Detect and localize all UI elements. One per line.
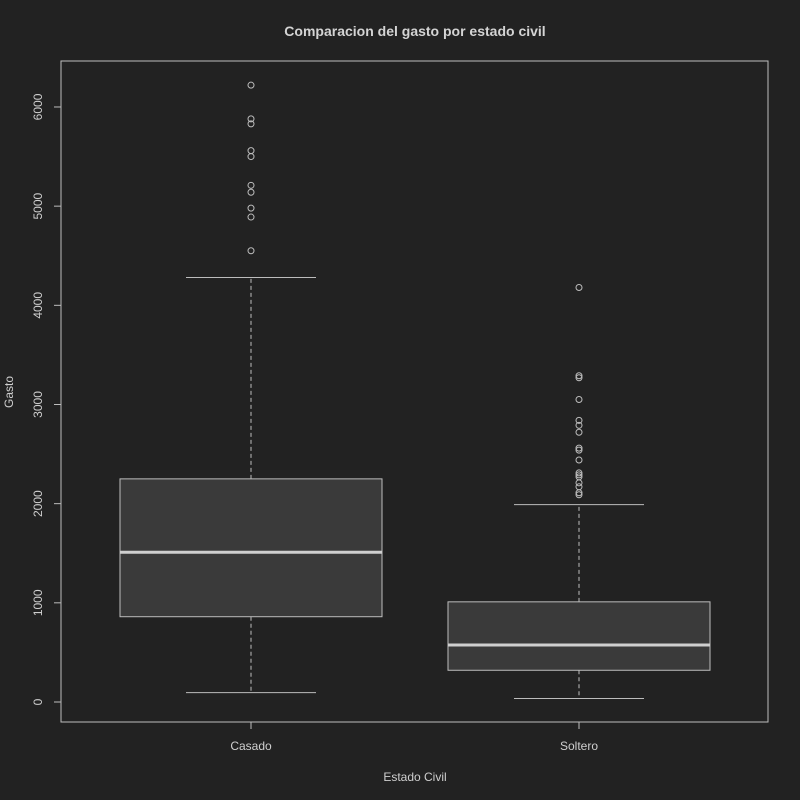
y-tick-label: 3000 bbox=[31, 391, 45, 418]
outlier-point bbox=[247, 147, 255, 155]
outlier-point bbox=[575, 483, 583, 491]
outlier-point bbox=[247, 115, 255, 123]
iqr-box bbox=[447, 601, 711, 671]
outlier-point bbox=[247, 247, 255, 255]
y-tick-label: 2000 bbox=[31, 490, 45, 517]
x-tick-label: Soltero bbox=[560, 739, 598, 753]
outlier-point bbox=[575, 491, 583, 499]
outlier-point bbox=[575, 421, 583, 429]
outlier-point bbox=[575, 396, 583, 404]
y-tick-label: 5000 bbox=[31, 192, 45, 219]
outlier-point bbox=[247, 120, 255, 128]
chart-title: Comparacion del gasto por estado civil bbox=[284, 23, 545, 39]
outlier-point bbox=[575, 471, 583, 479]
outlier-point bbox=[575, 416, 583, 424]
outlier-point bbox=[575, 479, 583, 487]
box-casado bbox=[119, 81, 383, 694]
outlier-point bbox=[247, 181, 255, 189]
y-axis: 0 1000 2000 3000 4000 5000 6000 bbox=[31, 93, 61, 705]
plot-frame bbox=[60, 60, 769, 723]
box-soltero bbox=[447, 283, 711, 700]
outlier-point bbox=[247, 153, 255, 161]
outlier-point bbox=[575, 283, 583, 291]
outlier-point bbox=[575, 446, 583, 454]
outlier-point bbox=[575, 456, 583, 464]
y-axis-label: Gasto bbox=[2, 376, 16, 408]
outlier-point bbox=[247, 81, 255, 89]
outlier-point bbox=[575, 469, 583, 477]
outlier-point bbox=[247, 188, 255, 196]
outlier-point bbox=[575, 473, 583, 481]
y-tick-label: 1000 bbox=[31, 589, 45, 616]
boxes-group bbox=[119, 81, 711, 700]
x-axis: Casado Soltero bbox=[230, 722, 598, 753]
outlier-point bbox=[247, 213, 255, 221]
outlier-point bbox=[575, 372, 583, 380]
iqr-box bbox=[119, 478, 383, 618]
x-tick-label: Casado bbox=[230, 739, 272, 753]
y-tick-label: 0 bbox=[31, 698, 45, 705]
outlier-point bbox=[575, 444, 583, 452]
x-axis-label: Estado Civil bbox=[383, 770, 446, 784]
outlier-point bbox=[247, 204, 255, 212]
outlier-point bbox=[575, 428, 583, 436]
outlier-point bbox=[575, 374, 583, 382]
y-tick-label: 6000 bbox=[31, 93, 45, 120]
y-tick-label: 4000 bbox=[31, 292, 45, 319]
